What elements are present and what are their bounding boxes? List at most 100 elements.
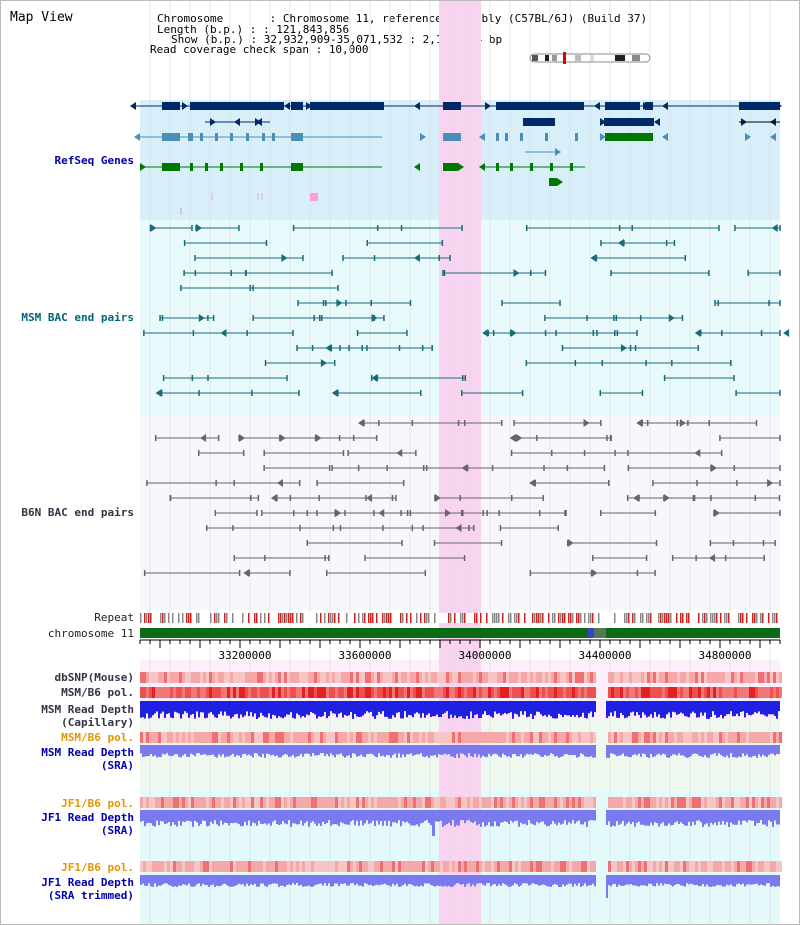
jf1-b6-pol-cell: [140, 797, 143, 808]
jf1-depth-sra-bar: [394, 810, 396, 823]
jf1-b6-pol-cell: [290, 797, 293, 808]
msm-b6-pol-cell: [455, 687, 458, 698]
msm-depth-cap-bar: [214, 701, 216, 718]
jf1-depth-sra-bar: [292, 810, 294, 824]
msm-b6-pol2-cell: [680, 732, 683, 743]
refseq-genes-label[interactable]: RefSeq Genes: [54, 154, 134, 167]
msm-b6-pol-cell: [317, 687, 320, 698]
dbsnp-cell: [323, 672, 326, 683]
dbsnp-cell: [296, 672, 299, 683]
msm-depth-cap-bar: [720, 701, 722, 715]
gene-arrow: [600, 118, 606, 126]
msm-depth-sra-bar: [482, 745, 484, 756]
msm-b6-pol2-cell: [557, 732, 560, 743]
jf1-depth-trim-bar: [710, 875, 712, 887]
repeat-element: [598, 613, 600, 623]
jf1-depth-trim-bar: [700, 875, 702, 887]
msm-depth-sra-bar: [166, 745, 168, 754]
gene-exon: [549, 178, 557, 186]
dbsnp-cell: [440, 672, 443, 683]
jf1-b6-pol-cell: [464, 797, 467, 808]
jf1-b6-pol2-cell: [449, 861, 452, 872]
ideogram-band: [545, 55, 549, 61]
msm-depth-cap-bar: [364, 701, 366, 714]
msm-depth-sra-bar: [486, 745, 488, 758]
jf1-b6-pol-cell: [719, 797, 722, 808]
jf1-b6-pol2-cell: [374, 861, 377, 872]
jf1-depth-trim-bar: [520, 875, 522, 886]
msm-b6-pol2-cell: [227, 732, 230, 743]
jf1-depth-sra-bar: [744, 810, 746, 821]
msm-b6-pol-cell: [158, 687, 161, 698]
msm-b6-pol-cell: [206, 687, 209, 698]
jf1-depth-sra-bar: [298, 810, 300, 825]
msm-depth-cap-bar: [554, 701, 556, 719]
jf1-depth-sra-bar: [766, 810, 768, 827]
dbsnp-cell: [581, 672, 584, 683]
dbsnp-cell: [395, 672, 398, 683]
jf1-depth-trim-bar: [768, 875, 770, 884]
msm-bac-label[interactable]: MSM BAC end pairs: [21, 311, 134, 324]
msm-depth-sra-bar: [656, 745, 658, 755]
dbsnp-cell: [434, 672, 437, 683]
jf1-b6-pol2-cell: [530, 861, 533, 872]
msm-depth-cap-bar: [166, 701, 168, 714]
jf1-b6-pol2-cell: [533, 861, 536, 872]
jf1-depth-sra-bar: [466, 810, 468, 821]
msm-depth-sra-bar: [306, 745, 308, 754]
bac-arrow: [513, 269, 520, 277]
msm-depth-cap-bar: [172, 701, 174, 719]
jf1-depth-trim-bar: [260, 875, 262, 884]
b6n-bac-label[interactable]: B6N BAC end pairs: [21, 506, 134, 519]
msm-depth-cap-bar: [170, 701, 172, 718]
jf1-depth-trim-bar: [226, 875, 228, 886]
jf1-depth-sra-bar: [388, 810, 390, 821]
jf1-b6-pol-cell: [764, 797, 767, 808]
jf1-depth-sra-bar: [448, 810, 450, 823]
jf1-depth-trim-bar: [566, 875, 568, 885]
msm-depth-cap-bar: [152, 701, 154, 716]
msm-depth-sra-bar: [582, 745, 584, 755]
jf1-depth-trim-bar: [762, 875, 764, 886]
dbsnp-cell: [668, 672, 671, 683]
dbsnp-cell: [233, 672, 236, 683]
dbsnp-cell: [569, 672, 572, 683]
msm-depth-sra-bar: [504, 745, 506, 756]
msm-b6-pol-cell: [539, 687, 542, 698]
msm-b6-pol-cell: [374, 687, 377, 698]
jf1-depth-sra-bar: [176, 810, 178, 827]
msm-depth-cap-bar: [188, 701, 190, 718]
jf1-depth-trim-bar: [462, 875, 464, 885]
jf1-depth-trim-bar: [208, 875, 210, 887]
dbsnp-cell: [674, 672, 677, 683]
jf1-depth-trim-bar: [442, 875, 444, 887]
msm-depth-sra-bar: [370, 745, 372, 754]
repeat-element: [592, 613, 594, 623]
msm-depth-cap-bar: [744, 701, 746, 718]
msm-b6-pol2-cell: [164, 732, 167, 743]
jf1-b6-pol-cell: [356, 797, 359, 808]
jf1-b6-pol-cell: [524, 797, 527, 808]
msm-depth-cap-bar: [544, 701, 546, 716]
msm-depth-sra-bar: [400, 745, 402, 758]
msm-depth-sra-bar: [634, 745, 636, 755]
msm-b6-pol2-cell: [146, 732, 149, 743]
repeat-element: [660, 613, 662, 623]
jf1-b6-pol2-cell: [353, 861, 356, 872]
jf1-b6-pol-cell: [428, 797, 431, 808]
jf1-b6-pol-cell: [215, 797, 218, 808]
jf1-depth-trim-bar: [588, 875, 590, 886]
msm-b6-pol-cell: [695, 687, 698, 698]
jf1-depth-trim-bar: [492, 875, 494, 885]
jf1-b6-pol-cell: [554, 797, 557, 808]
jf1-depth-trim-bar: [270, 875, 272, 885]
msm-depth-sra-bar: [722, 745, 724, 757]
msm-depth-cap-bar: [216, 701, 218, 718]
jf1-depth-trim-bar: [308, 875, 310, 886]
repeat-element: [562, 613, 564, 623]
msm-depth-sra-bar: [268, 745, 270, 755]
msm-b6-pol-cell: [626, 687, 629, 698]
jf1-b6-pol-cell: [167, 797, 170, 808]
jf1-depth-trim-bar: [752, 875, 754, 885]
